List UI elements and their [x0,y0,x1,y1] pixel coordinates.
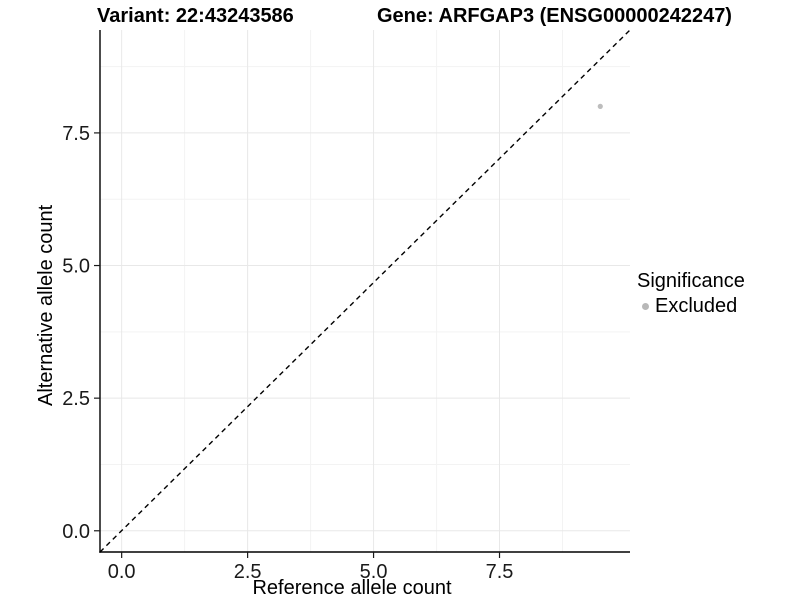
x-tick-label: 0.0 [108,561,136,583]
x-axis-title: Reference allele count [252,577,452,599]
scatter-point [597,103,603,109]
excluded-point-icon [642,302,649,310]
y-tick-label: 7.5 [62,123,90,145]
x-tick-label: 5.0 [360,561,388,583]
y-tick-label: 2.5 [62,388,90,410]
y-axis-title: Alternative allele count [35,204,57,406]
gene-title: Gene: ARFGAP3 (ENSG00000242247) [377,5,732,27]
legend: Significance Excluded [637,268,745,318]
x-tick-label: 7.5 [486,561,514,583]
legend-title: Significance [637,270,745,292]
y-tick-label: 5.0 [62,256,90,278]
y-tick-label: 0.0 [62,521,90,543]
legend-item-label: Excluded [655,295,738,317]
variant-title: Variant: 22:43243586 [97,5,294,27]
identity-line [99,29,631,553]
x-tick-label: 2.5 [234,561,262,583]
legend-item-excluded: Excluded [637,294,745,318]
